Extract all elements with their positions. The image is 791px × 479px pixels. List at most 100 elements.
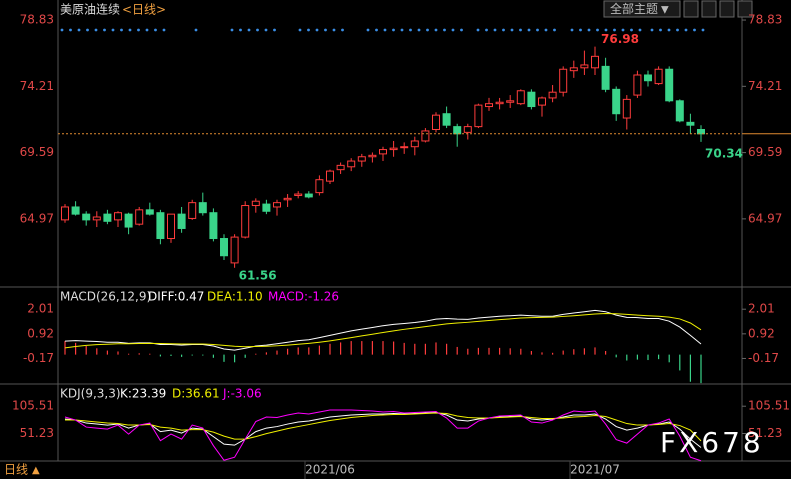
candle-body <box>548 91 557 99</box>
event-marker <box>650 28 654 32</box>
candle-body <box>145 209 154 215</box>
candle-body <box>485 103 493 108</box>
event-marker <box>485 28 488 32</box>
candle-body <box>379 149 387 155</box>
candle-body <box>82 213 91 221</box>
candle-body <box>389 147 398 151</box>
candle-body <box>336 164 345 171</box>
price-annotation: 76.98 <box>601 32 639 46</box>
y-tick-label: 2.01 <box>748 302 775 316</box>
event-marker <box>630 28 633 32</box>
y-tick-label: 105.51 <box>748 399 790 413</box>
y-tick-label: 0.92 <box>27 326 54 340</box>
candle-body <box>527 91 536 108</box>
candle-body <box>442 113 451 126</box>
legend-entry: DIFF:0.47 <box>148 290 204 304</box>
candle-body <box>294 193 303 196</box>
event-marker <box>324 28 327 32</box>
toolbar-button[interactable] <box>701 0 717 18</box>
event-marker <box>443 28 446 32</box>
y-tick-label: 0.92 <box>748 326 775 340</box>
candle-body <box>506 100 515 103</box>
y-tick-label: 2.01 <box>27 302 54 316</box>
legend-entry: DEA:1.10 <box>207 290 263 304</box>
candle-body <box>675 100 684 122</box>
event-marker <box>273 28 276 32</box>
theme-button[interactable] <box>603 0 681 18</box>
candle-body <box>601 65 610 90</box>
event-marker <box>701 28 705 32</box>
event-marker <box>77 28 81 32</box>
candle-body <box>220 238 228 257</box>
event-marker <box>111 28 115 32</box>
indicator-title: KDJ(9,3,3) <box>60 387 121 401</box>
candle-body <box>612 88 621 115</box>
y-tick-label: -0.17 <box>23 351 54 365</box>
legend-entry: MACD:-1.26 <box>268 290 339 304</box>
event-marker <box>553 28 556 32</box>
event-marker <box>392 28 395 32</box>
event-marker <box>510 28 514 32</box>
candle-body <box>432 114 440 130</box>
candle-body <box>71 206 80 215</box>
footer-period[interactable]: 日线 <box>4 463 28 477</box>
period-label[interactable]: <日线> <box>122 3 166 17</box>
candle-body <box>251 200 260 207</box>
event-marker <box>604 28 608 32</box>
candle-body <box>326 170 334 182</box>
legend-entry: D:36.61 <box>172 387 220 401</box>
x-tick-label: 2021/06 <box>305 463 355 477</box>
event-marker <box>476 28 480 32</box>
event-marker <box>409 28 412 32</box>
event-marker <box>544 28 548 32</box>
candle-body <box>198 202 207 214</box>
event-marker <box>493 28 497 32</box>
event-marker <box>162 28 166 32</box>
candle-body <box>516 90 525 105</box>
indicator-line <box>65 412 702 442</box>
toolbar-button[interactable] <box>719 0 735 18</box>
candle-body <box>453 126 462 135</box>
candle-body <box>209 212 218 240</box>
candle-body <box>273 202 281 208</box>
candle-body <box>591 55 599 69</box>
event-marker <box>570 28 574 32</box>
candle-body <box>622 98 631 119</box>
candle-body <box>124 213 133 228</box>
event-marker <box>94 28 98 32</box>
toolbar-button[interactable] <box>737 0 753 18</box>
candle-body <box>357 156 366 162</box>
dropdown-arrow: ▼ <box>661 5 669 16</box>
event-marker <box>676 28 679 32</box>
event-marker <box>264 28 268 32</box>
event-marker <box>60 28 64 32</box>
y-tick-label: 69.59 <box>20 145 54 159</box>
candle-body <box>156 212 165 240</box>
footer-arrow[interactable]: ▲ <box>32 465 40 476</box>
event-marker <box>621 28 625 32</box>
event-marker <box>400 28 404 32</box>
price-annotation: 61.56 <box>239 268 277 282</box>
event-marker <box>536 28 539 32</box>
event-marker <box>256 28 259 32</box>
event-marker <box>383 28 387 32</box>
indicator-line <box>64 409 702 462</box>
legend-entry: K:23.39 <box>120 387 166 401</box>
event-marker <box>128 28 132 32</box>
event-marker <box>579 28 582 32</box>
candle-body <box>665 68 674 102</box>
candle-body <box>368 154 377 158</box>
price-annotation: 70.34 <box>705 146 743 160</box>
theme-button-label[interactable]: 全部主题 <box>610 1 658 16</box>
event-marker <box>426 28 429 32</box>
candle-body <box>61 206 69 221</box>
event-marker <box>154 28 157 32</box>
candle-body <box>633 74 642 96</box>
toolbar-button[interactable] <box>683 0 699 18</box>
y-tick-label: 64.97 <box>748 211 782 225</box>
event-marker <box>460 28 463 32</box>
event-marker <box>596 28 599 32</box>
y-tick-label: 105.51 <box>12 399 54 413</box>
event-marker <box>667 28 671 32</box>
